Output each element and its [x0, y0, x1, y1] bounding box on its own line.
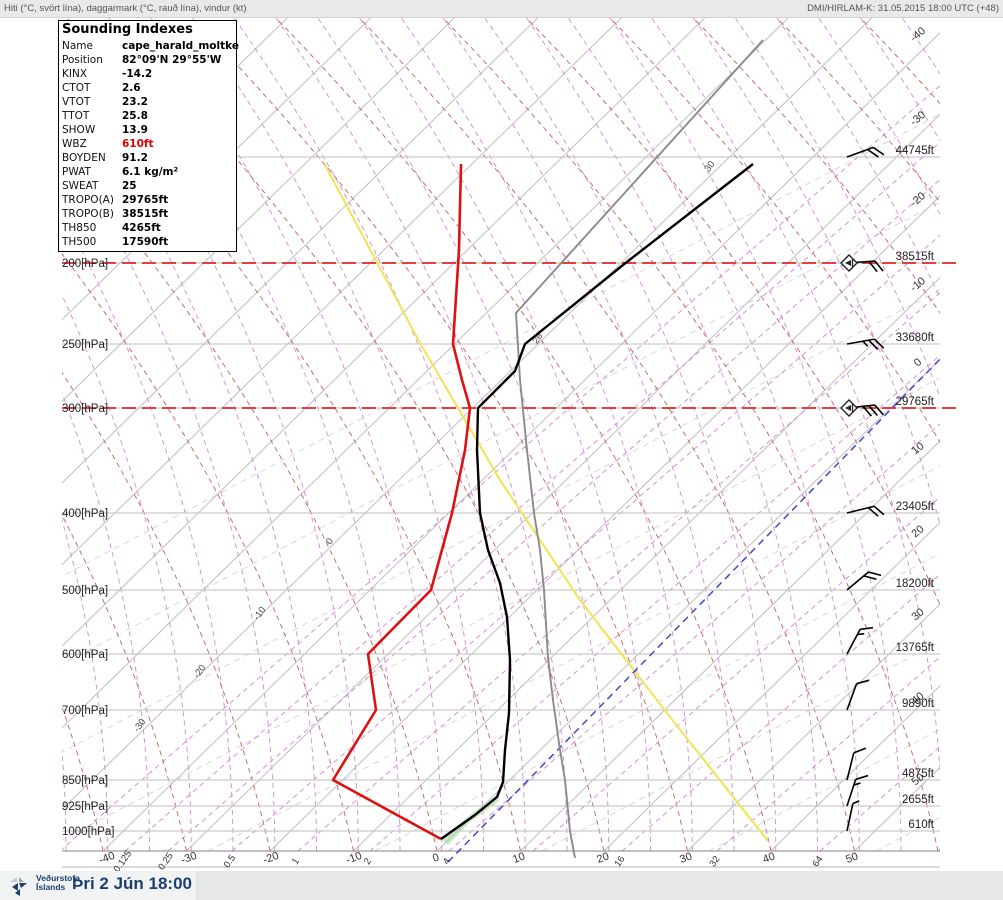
svg-text:-10: -10 [252, 605, 269, 623]
svg-text:200[hPa]: 200[hPa] [62, 258, 108, 270]
wind-barb [846, 571, 882, 591]
svg-text:0: 0 [431, 851, 441, 864]
index-row: TH500 17590ft [62, 236, 169, 248]
svg-text:40: 40 [761, 850, 777, 865]
svg-text:16: 16 [612, 854, 627, 869]
svg-text:0.25: 0.25 [156, 851, 176, 872]
index-row: KINX -14.2 [62, 68, 153, 80]
svg-text:0: 0 [324, 536, 336, 547]
svg-text:-20: -20 [192, 663, 209, 681]
svg-text:600[hPa]: 600[hPa] [62, 649, 108, 661]
panel-title: Sounding Indexes [62, 22, 193, 37]
svg-text:50: 50 [844, 850, 860, 865]
svg-text:10: 10 [511, 850, 527, 865]
svg-text:30: 30 [702, 159, 717, 174]
svg-text:610ft: 610ft [908, 819, 934, 831]
svg-text:23405ft: 23405ft [896, 501, 935, 513]
valid-datetime: Þri 2 Jún 18:00 [72, 874, 193, 893]
svg-text:925[hPa]: 925[hPa] [62, 801, 108, 813]
svg-text:1000[hPa]: 1000[hPa] [62, 826, 114, 838]
model-run-text: DMI/HIRLAM-K: 31.05.2015 18:00 UTC (+48) [807, 3, 999, 14]
logo-text: Veðurstofa Íslands [36, 873, 80, 892]
indexes-table: Name cape_harald_moltke Position 82°09'N 29… [62, 39, 241, 249]
svg-text:250[hPa]: 250[hPa] [62, 339, 108, 351]
wind-barb [846, 747, 867, 781]
index-row: TTOT 25.8 [62, 110, 148, 122]
index-row: SWEAT 25 [62, 180, 137, 192]
svg-text:1: 1 [290, 856, 302, 867]
svg-text:30: 30 [678, 850, 694, 865]
tropopause-marker-icon [840, 399, 858, 417]
index-row: Name cape_harald_moltke [62, 40, 239, 52]
index-row: WBZ 610ft [62, 138, 154, 150]
svg-text:38515ft: 38515ft [896, 251, 935, 263]
svg-text:2655ft: 2655ft [902, 794, 935, 806]
index-row: PWAT 6.1 kg/m² [62, 166, 179, 178]
svg-text:850[hPa]: 850[hPa] [62, 775, 108, 787]
svg-text:2: 2 [362, 856, 374, 867]
svg-text:-40: -40 [908, 25, 928, 44]
svg-text:29765ft: 29765ft [896, 396, 935, 408]
svg-text:18200ft: 18200ft [896, 578, 935, 590]
svg-text:-10: -10 [344, 850, 363, 867]
svg-text:0: 0 [912, 356, 924, 369]
svg-text:-30: -30 [908, 109, 928, 128]
index-row: Position 82°09'N 29°55'W [62, 54, 222, 66]
svg-text:-40: -40 [97, 850, 116, 867]
svg-text:500[hPa]: 500[hPa] [62, 585, 108, 597]
wind-barb [846, 338, 885, 350]
footer-bar: Veðurstofa Íslands Þri 2 Jún 18:00 [0, 871, 1003, 900]
svg-text:10: 10 [910, 440, 927, 457]
svg-text:400[hPa]: 400[hPa] [62, 508, 108, 520]
svg-text:4: 4 [441, 856, 453, 867]
svg-text:700[hPa]: 700[hPa] [62, 705, 108, 717]
sounding-indexes-panel: Sounding Indexes Name cape_harald_moltke P… [58, 20, 239, 252]
svg-text:13765ft: 13765ft [896, 642, 935, 654]
top-header-bar: Hiti (°C, svört lína), daggarmark (°C, r… [0, 0, 1003, 18]
wind-barb [846, 679, 870, 711]
wind-barb [846, 146, 885, 158]
index-row: TH850 4265ft [62, 222, 161, 234]
legend-text: Hiti (°C, svört lína), daggarmark (°C, r… [4, 3, 247, 14]
svg-text:-30: -30 [179, 850, 198, 867]
index-row: TROPO(B) 38515ft [62, 208, 169, 220]
svg-text:0.5: 0.5 [222, 853, 239, 870]
index-row: BOYDEN 91.2 [62, 152, 148, 164]
svg-text:44745ft: 44745ft [896, 145, 935, 157]
vedurstofa-logo-icon [10, 877, 27, 896]
index-row: TROPO(A) 29765ft [62, 194, 169, 206]
wind-barb [846, 505, 885, 517]
svg-text:32: 32 [707, 854, 722, 869]
footer-brand-box: Veðurstofa Íslands Þri 2 Jún 18:00 [0, 871, 197, 900]
svg-text:20: 20 [530, 331, 545, 346]
svg-text:9890ft: 9890ft [902, 698, 935, 710]
index-row: SHOW 13.9 [62, 124, 148, 136]
tropopause-marker-icon [840, 254, 858, 272]
svg-text:300[hPa]: 300[hPa] [62, 403, 108, 415]
index-row: VTOT 23.2 [62, 96, 148, 108]
svg-text:20: 20 [595, 850, 611, 865]
svg-text:4875ft: 4875ft [902, 768, 935, 780]
wind-barb [846, 774, 869, 807]
wind-barb [846, 626, 874, 655]
index-row: CTOT 2.6 [62, 82, 141, 94]
svg-text:30: 30 [910, 606, 927, 623]
svg-text:-30: -30 [132, 717, 149, 735]
svg-text:33680ft: 33680ft [896, 332, 935, 344]
svg-text:64: 64 [810, 854, 825, 869]
wind-barb [846, 800, 860, 832]
svg-text:-20: -20 [261, 850, 280, 867]
